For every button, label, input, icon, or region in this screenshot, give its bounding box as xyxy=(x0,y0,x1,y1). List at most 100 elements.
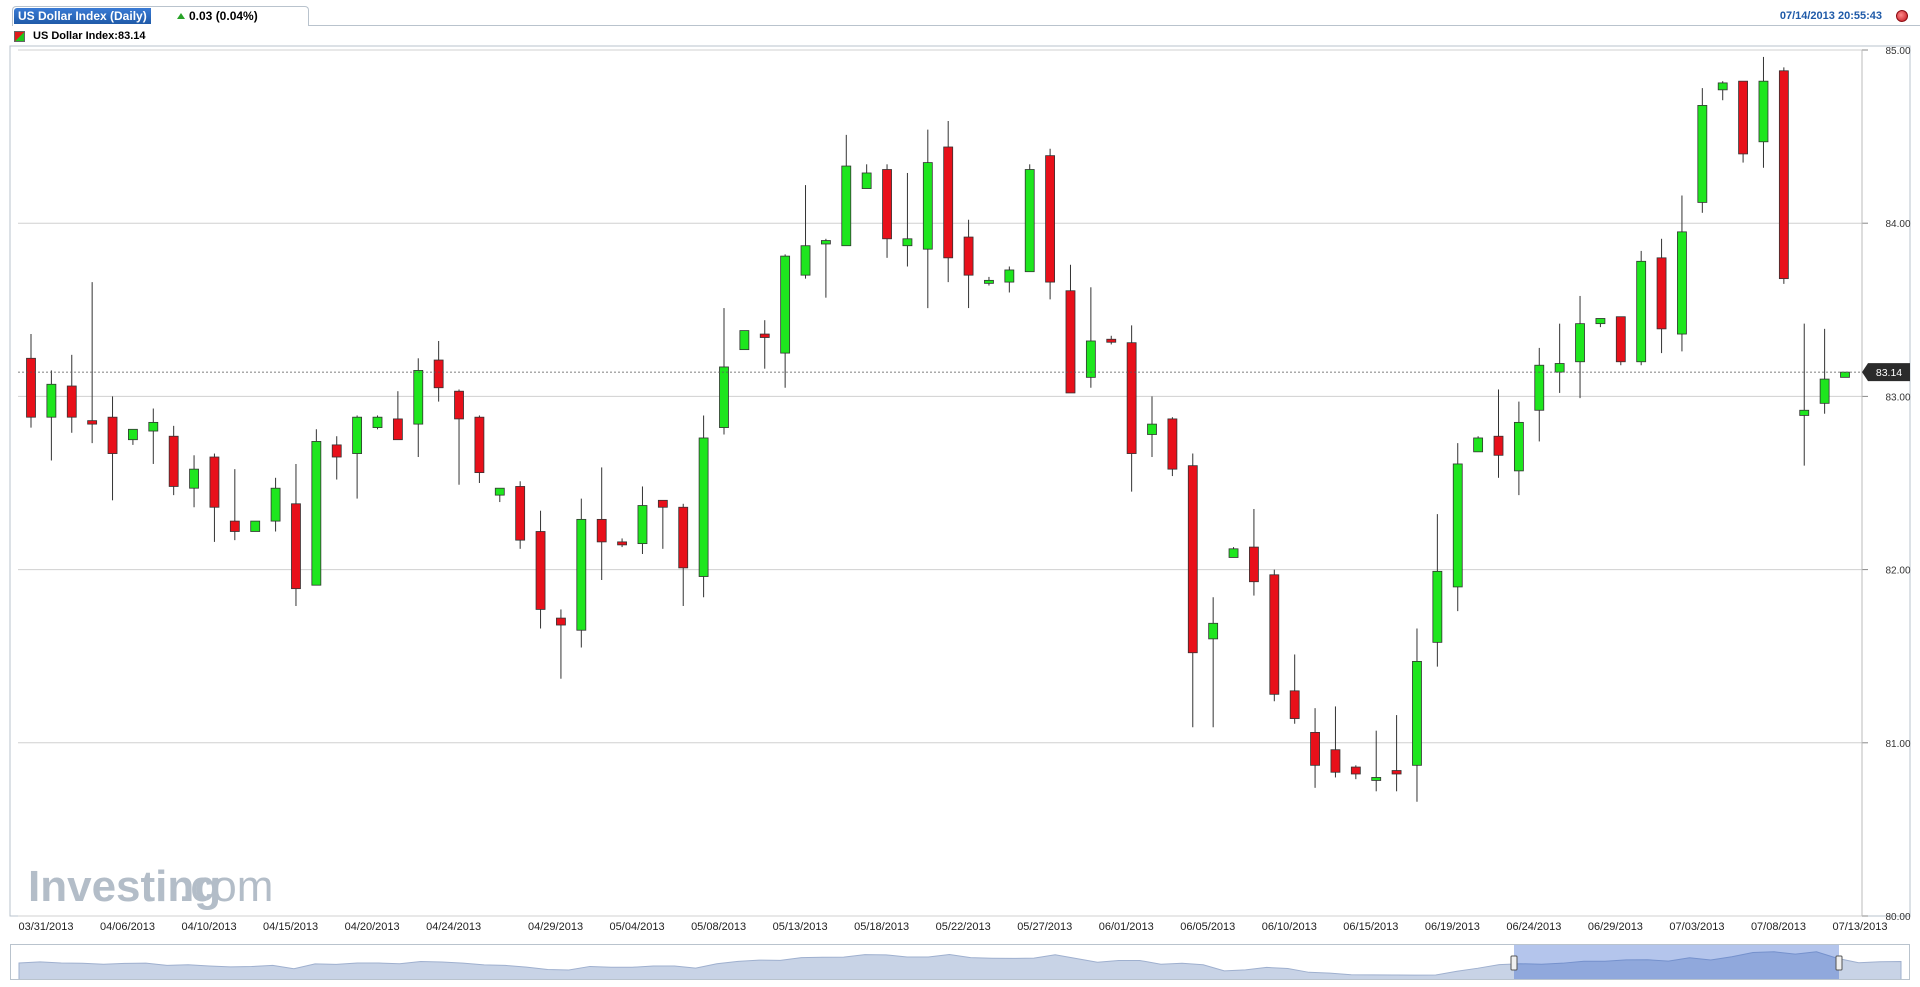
candle[interactable] xyxy=(861,164,872,189)
candle[interactable] xyxy=(800,185,811,279)
candle[interactable] xyxy=(1350,765,1361,780)
candle[interactable] xyxy=(331,436,342,480)
candle[interactable] xyxy=(943,121,954,283)
navigator-handle-right[interactable] xyxy=(1835,955,1843,971)
candle[interactable] xyxy=(902,172,913,267)
candle[interactable] xyxy=(46,370,57,461)
candle[interactable] xyxy=(984,276,994,286)
candle[interactable] xyxy=(535,510,546,629)
candle[interactable] xyxy=(719,308,729,435)
candle[interactable] xyxy=(1310,708,1320,788)
candle[interactable] xyxy=(1208,597,1219,728)
candle[interactable] xyxy=(1717,81,1728,101)
candle[interactable] xyxy=(270,477,281,532)
candle[interactable] xyxy=(1085,287,1096,388)
candle[interactable] xyxy=(678,503,689,606)
chart-title-tab[interactable]: US Dollar Index (Daily) 0.03 (0.04%) xyxy=(12,6,309,26)
candle[interactable] xyxy=(1493,389,1504,478)
candle[interactable] xyxy=(1615,316,1626,366)
candle[interactable] xyxy=(1289,654,1300,724)
candle[interactable] xyxy=(1106,335,1117,345)
close-icon[interactable] xyxy=(1896,10,1908,22)
candle[interactable] xyxy=(1371,730,1382,792)
candle[interactable] xyxy=(1391,715,1402,792)
candle[interactable] xyxy=(1575,295,1585,399)
candle[interactable] xyxy=(1534,347,1545,442)
candle[interactable] xyxy=(474,415,485,483)
candle[interactable] xyxy=(26,334,36,428)
candle[interactable] xyxy=(392,391,403,441)
candle[interactable] xyxy=(1167,417,1178,477)
candle[interactable] xyxy=(433,340,444,402)
candle[interactable] xyxy=(107,396,118,501)
candle[interactable] xyxy=(494,487,505,503)
navigator-handle-left[interactable] xyxy=(1510,955,1518,971)
candle[interactable] xyxy=(1249,508,1259,596)
candle[interactable] xyxy=(1595,318,1606,328)
candle[interactable] xyxy=(1554,323,1565,393)
candle[interactable] xyxy=(1269,569,1280,702)
candle[interactable] xyxy=(759,320,770,369)
candle[interactable] xyxy=(1636,250,1647,366)
candle[interactable] xyxy=(1126,325,1137,492)
candle[interactable] xyxy=(1065,264,1076,394)
candle[interactable] xyxy=(963,219,974,309)
candle[interactable] xyxy=(372,415,383,430)
candle[interactable] xyxy=(1738,80,1748,163)
candle[interactable] xyxy=(1778,67,1789,284)
candle[interactable] xyxy=(657,499,668,549)
candle[interactable] xyxy=(1024,164,1035,273)
candle[interactable] xyxy=(352,415,363,499)
candle[interactable] xyxy=(922,129,933,309)
candle[interactable] xyxy=(739,330,750,351)
range-navigator[interactable] xyxy=(10,944,1910,980)
candle[interactable] xyxy=(576,498,587,648)
candle[interactable] xyxy=(882,164,892,258)
candle[interactable] xyxy=(128,428,138,445)
candle[interactable] xyxy=(311,429,322,586)
candle[interactable] xyxy=(66,354,77,433)
candle[interactable] xyxy=(189,455,199,508)
candle-body-up xyxy=(1575,323,1585,363)
candle[interactable] xyxy=(841,134,852,247)
candle[interactable] xyxy=(1819,328,1830,414)
candle[interactable] xyxy=(1147,396,1157,458)
candle[interactable] xyxy=(1228,547,1239,558)
candle[interactable] xyxy=(1330,706,1341,778)
candle[interactable] xyxy=(229,469,240,541)
candle[interactable] xyxy=(1697,88,1708,213)
candle[interactable] xyxy=(1004,266,1015,293)
candle[interactable] xyxy=(168,425,179,496)
candle[interactable] xyxy=(1045,148,1056,300)
candle[interactable] xyxy=(454,389,464,485)
candle[interactable] xyxy=(780,254,791,388)
candle[interactable] xyxy=(1432,514,1443,667)
candle[interactable] xyxy=(637,486,648,555)
candle[interactable] xyxy=(87,282,98,444)
candle[interactable] xyxy=(1187,453,1198,728)
candle[interactable] xyxy=(1758,56,1769,168)
candlestick-chart[interactable]: Investing .com 85.00 84.00 83.00 82.00 81.00… xyxy=(0,0,1920,942)
candle[interactable] xyxy=(413,358,424,458)
candle[interactable] xyxy=(515,481,526,549)
navigator-chart[interactable] xyxy=(11,945,1910,980)
candle[interactable] xyxy=(820,238,831,298)
candle[interactable] xyxy=(1452,443,1463,612)
candle[interactable] xyxy=(1412,628,1422,802)
candle[interactable] xyxy=(1799,323,1810,466)
candle[interactable] xyxy=(209,453,220,542)
candle[interactable] xyxy=(698,415,709,598)
candle[interactable] xyxy=(617,538,627,548)
candle-body-down xyxy=(515,486,526,541)
candle[interactable] xyxy=(596,467,607,580)
candle[interactable] xyxy=(1840,371,1850,378)
candle[interactable] xyxy=(1513,401,1524,496)
candle[interactable] xyxy=(1677,195,1687,352)
candle[interactable] xyxy=(1473,436,1484,453)
candle[interactable] xyxy=(148,408,159,464)
candle[interactable] xyxy=(250,520,261,532)
navigator-selection[interactable] xyxy=(1514,945,1839,980)
candle[interactable] xyxy=(291,463,301,606)
candle[interactable] xyxy=(556,609,566,679)
candle[interactable] xyxy=(1656,238,1667,354)
